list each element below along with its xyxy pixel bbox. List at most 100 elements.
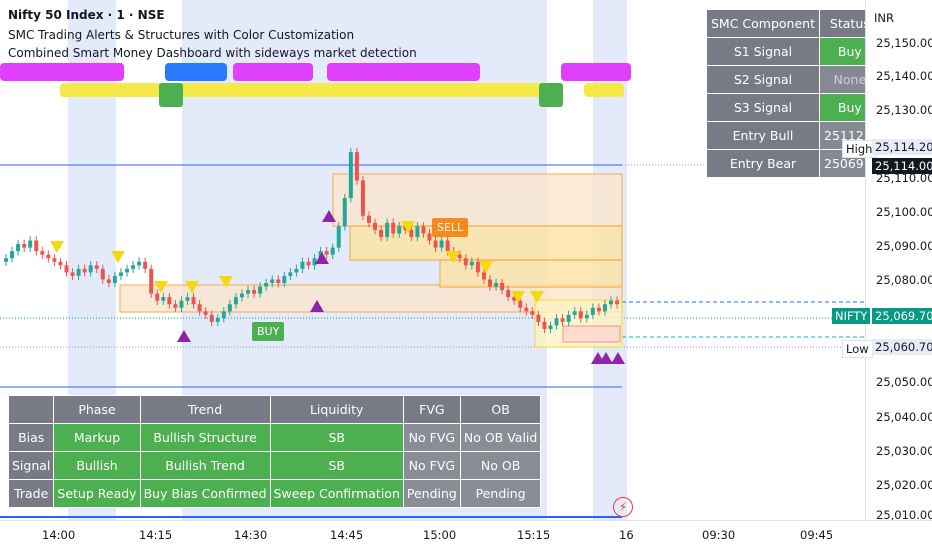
marker-strip-2 bbox=[165, 63, 227, 81]
candle-body bbox=[239, 293, 244, 298]
candle-body bbox=[500, 282, 505, 291]
smc-header-component: SMC Component bbox=[706, 9, 820, 38]
dash-cell: Setup Ready bbox=[53, 479, 141, 508]
candle-body bbox=[348, 152, 353, 199]
candle-body bbox=[179, 300, 184, 308]
candle-body bbox=[149, 268, 154, 294]
candle-body bbox=[300, 261, 305, 269]
candle-body bbox=[548, 325, 553, 329]
price-tick: 25,020.00 bbox=[876, 478, 932, 492]
price-tick: 25,110.00 bbox=[876, 171, 932, 185]
low-value: 25,060.70 bbox=[872, 339, 932, 355]
candle-body bbox=[463, 258, 468, 266]
candle-body bbox=[4, 258, 8, 262]
price-tick: 25,130.00 bbox=[876, 103, 932, 117]
buy-signal-triangle bbox=[310, 300, 324, 312]
smc-row-label: Entry Bull bbox=[706, 121, 820, 150]
candle-body bbox=[596, 307, 601, 312]
lightning-icon[interactable]: ⚡ bbox=[613, 497, 633, 517]
marker-strip-1 bbox=[0, 63, 124, 81]
high-value: 25,114.20 bbox=[872, 139, 932, 155]
candle-body bbox=[288, 272, 293, 276]
time-tick: 15:00 bbox=[423, 528, 457, 542]
indicator-title-2[interactable]: Combined Smart Money Dashboard with side… bbox=[8, 46, 417, 60]
smc-row-label: S1 Signal bbox=[706, 37, 820, 66]
dash-cell: Pending bbox=[402, 479, 461, 508]
candle-body bbox=[312, 258, 317, 266]
dash-cell: No FVG bbox=[402, 423, 461, 452]
time-tick: 14:15 bbox=[139, 528, 173, 542]
candle-body bbox=[373, 222, 378, 230]
symbol-tag: NIFTY bbox=[832, 308, 871, 324]
candle-body bbox=[112, 275, 117, 283]
dash-cell: Bullish bbox=[53, 451, 141, 480]
time-tick: 09:45 bbox=[800, 528, 834, 542]
candle-body bbox=[584, 314, 589, 319]
candle-body bbox=[34, 240, 39, 252]
candle-body bbox=[354, 152, 359, 181]
candle-body bbox=[336, 226, 341, 248]
time-axis[interactable] bbox=[0, 520, 932, 550]
currency-label: INR bbox=[874, 11, 894, 25]
dash-cell: Bullish Structure bbox=[139, 423, 271, 452]
buy-signal-triangle bbox=[322, 210, 336, 222]
high-label: High bbox=[842, 140, 877, 158]
dash-cell: Buy Bias Confirmed bbox=[139, 479, 271, 508]
time-tick: 16 bbox=[619, 528, 634, 542]
buy-signal-triangle bbox=[611, 352, 625, 364]
dash-col-header: Phase bbox=[53, 395, 141, 424]
candle-body bbox=[469, 261, 474, 266]
time-tick: 09:30 bbox=[702, 528, 736, 542]
candle-body bbox=[324, 251, 329, 255]
sell-signal-triangle bbox=[479, 261, 493, 273]
time-tick: 14:30 bbox=[234, 528, 268, 542]
candle-body bbox=[233, 297, 238, 305]
candle-body bbox=[572, 311, 577, 315]
price-tick: 25,080.00 bbox=[876, 273, 932, 287]
candle-body bbox=[578, 311, 583, 319]
candle-body bbox=[415, 226, 420, 238]
marker-strip-4 bbox=[327, 63, 480, 81]
price-tick: 25,140.00 bbox=[876, 69, 932, 83]
dash-col-header: FVG bbox=[402, 395, 461, 424]
dash-cell: Markup bbox=[53, 423, 141, 452]
price-tick: 25,030.00 bbox=[876, 444, 932, 458]
buy-signal-triangle bbox=[315, 252, 329, 264]
candle-body bbox=[161, 297, 166, 301]
time-tick: 15:15 bbox=[517, 528, 551, 542]
buy-signal-triangle bbox=[177, 330, 191, 342]
candle-body bbox=[330, 247, 335, 255]
buy-label: BUY bbox=[252, 322, 285, 341]
price-tick: 25,150.00 bbox=[876, 36, 932, 50]
dash-cell: No OB Valid bbox=[459, 423, 542, 452]
symbol-title[interactable]: Nifty 50 Index · 1 · NSE bbox=[8, 8, 165, 22]
candle-body bbox=[252, 290, 257, 294]
sell-signal-triangle bbox=[50, 241, 64, 253]
candle-body bbox=[125, 268, 129, 273]
dash-cell: No FVG bbox=[402, 451, 461, 480]
candle-body bbox=[197, 304, 202, 312]
dash-corner bbox=[7, 395, 55, 424]
last-price: 25,069.70 bbox=[872, 308, 932, 324]
indicator-title-1[interactable]: SMC Trading Alerts & Structures with Col… bbox=[8, 28, 355, 42]
price-tick: 25,040.00 bbox=[876, 410, 932, 424]
price-axis[interactable]: INR bbox=[865, 0, 932, 520]
smc-row-label: S2 Signal bbox=[706, 65, 820, 94]
candle-body bbox=[155, 293, 160, 301]
candle-body bbox=[64, 265, 69, 273]
sell-label: SELL bbox=[432, 218, 469, 237]
candle-body bbox=[294, 268, 299, 273]
candle-body bbox=[439, 240, 444, 248]
candle-body bbox=[264, 282, 269, 287]
candle-body bbox=[28, 240, 33, 248]
smart-money-dashboard: Phase Trend Liquidity FVG OB Bias Markup… bbox=[7, 395, 542, 508]
order-block bbox=[562, 325, 621, 343]
candle-body bbox=[258, 286, 263, 294]
candle-body bbox=[137, 261, 142, 266]
candle-body bbox=[270, 279, 275, 283]
candle-body bbox=[143, 261, 148, 269]
candle-body bbox=[106, 279, 111, 283]
smc-row-label: S3 Signal bbox=[706, 93, 820, 122]
price-tick: 25,050.00 bbox=[876, 375, 932, 389]
